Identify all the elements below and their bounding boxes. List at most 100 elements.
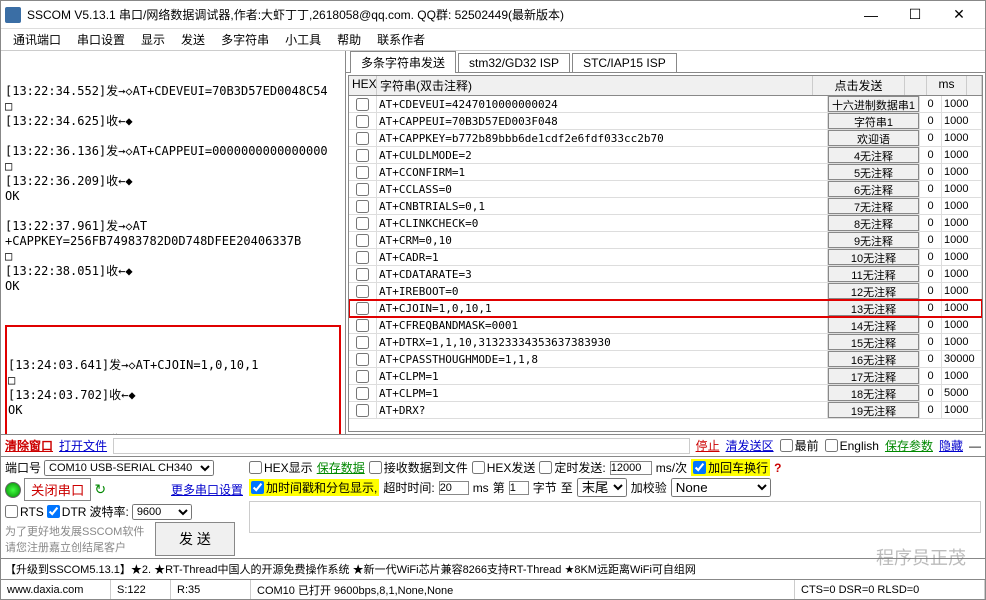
row-hex-checkbox[interactable] — [349, 113, 377, 129]
row-send-button[interactable]: 4无注释 — [828, 147, 919, 163]
row-cmd-input[interactable] — [377, 96, 828, 112]
english-checkbox[interactable]: English — [825, 439, 879, 453]
row-ms-input[interactable] — [942, 113, 982, 129]
save-params-link[interactable]: 保存参数 — [885, 437, 933, 454]
hide-link[interactable]: 隐藏 — [939, 437, 963, 454]
row-send-button[interactable]: 17无注释 — [828, 368, 919, 384]
row-cmd-input[interactable] — [377, 198, 828, 214]
row-cmd-input[interactable] — [377, 113, 828, 129]
row-send-button[interactable]: 11无注释 — [828, 266, 919, 282]
row-ms-input[interactable] — [942, 232, 982, 248]
menu-帮助[interactable]: 帮助 — [329, 29, 369, 50]
row-ms-input[interactable] — [942, 96, 982, 112]
clear-window-link[interactable]: 清除窗口 — [5, 437, 53, 454]
minimize-button[interactable]: — — [849, 2, 893, 28]
send-button[interactable]: 发 送 — [155, 522, 235, 556]
hex-send-checkbox[interactable]: HEX发送 — [472, 459, 536, 476]
row-cmd-input[interactable] — [377, 368, 828, 384]
open-file-link[interactable]: 打开文件 — [59, 437, 107, 454]
row-send-button[interactable]: 欢迎语 — [828, 130, 919, 146]
row-send-button[interactable]: 5无注释 — [828, 164, 919, 180]
menu-显示[interactable]: 显示 — [133, 29, 173, 50]
recv-to-file-checkbox[interactable]: 接收数据到文件 — [369, 459, 468, 476]
row-ms-input[interactable] — [942, 334, 982, 350]
row-hex-checkbox[interactable] — [349, 368, 377, 384]
more-settings-link[interactable]: 更多串口设置 — [171, 481, 243, 498]
row-hex-checkbox[interactable] — [349, 232, 377, 248]
clear-send-link[interactable]: 清发送区 — [726, 437, 774, 454]
close-port-button[interactable]: 关闭串口 — [24, 478, 91, 501]
row-ms-input[interactable] — [942, 317, 982, 333]
row-send-button[interactable]: 7无注释 — [828, 198, 919, 214]
status-site[interactable]: www.daxia.com — [1, 580, 111, 599]
row-cmd-input[interactable] — [377, 147, 828, 163]
row-ms-input[interactable] — [942, 181, 982, 197]
row-send-button[interactable]: 18无注释 — [828, 385, 919, 401]
row-hex-checkbox[interactable] — [349, 385, 377, 401]
row-send-button[interactable]: 16无注释 — [828, 351, 919, 367]
row-ms-input[interactable] — [942, 300, 982, 316]
row-hex-checkbox[interactable] — [349, 96, 377, 112]
tab-2[interactable]: STC/IAP15 ISP — [572, 53, 677, 72]
row-send-button[interactable]: 字符串1 — [828, 113, 919, 129]
row-ms-input[interactable] — [942, 130, 982, 146]
row-send-button[interactable]: 9无注释 — [828, 232, 919, 248]
row-send-button[interactable]: 12无注释 — [828, 283, 919, 299]
timeout-input[interactable] — [439, 481, 469, 495]
row-cmd-input[interactable] — [377, 130, 828, 146]
row-cmd-input[interactable] — [377, 215, 828, 231]
row-cmd-input[interactable] — [377, 385, 828, 401]
row-cmd-input[interactable] — [377, 334, 828, 350]
row-cmd-input[interactable] — [377, 317, 828, 333]
menu-串口设置[interactable]: 串口设置 — [69, 29, 133, 50]
menu-联系作者[interactable]: 联系作者 — [369, 29, 433, 50]
topmost-checkbox[interactable]: 最前 — [780, 437, 819, 454]
row-hex-checkbox[interactable] — [349, 351, 377, 367]
row-hex-checkbox[interactable] — [349, 266, 377, 282]
row-ms-input[interactable] — [942, 215, 982, 231]
row-hex-checkbox[interactable] — [349, 198, 377, 214]
timestamp-checkbox[interactable]: 加时间戳和分包显示, — [249, 479, 379, 496]
row-cmd-input[interactable] — [377, 249, 828, 265]
row-send-button[interactable]: 8无注释 — [828, 215, 919, 231]
row-hex-checkbox[interactable] — [349, 283, 377, 299]
row-send-button[interactable]: 6无注释 — [828, 181, 919, 197]
menu-小工具[interactable]: 小工具 — [277, 29, 329, 50]
refresh-icon[interactable]: ↻ — [94, 481, 106, 498]
row-cmd-input[interactable] — [377, 232, 828, 248]
row-ms-input[interactable] — [942, 147, 982, 163]
row-hex-checkbox[interactable] — [349, 215, 377, 231]
row-send-button[interactable]: 15无注释 — [828, 334, 919, 350]
send-textarea[interactable] — [249, 501, 981, 533]
dtr-checkbox[interactable]: DTR — [47, 505, 87, 519]
timed-send-checkbox[interactable]: 定时发送: — [539, 459, 605, 476]
file-path-input[interactable] — [113, 438, 690, 454]
row-ms-input[interactable] — [942, 198, 982, 214]
row-send-button[interactable]: 十六进制数据串1 — [828, 96, 919, 112]
interval-input[interactable] — [610, 461, 652, 475]
row-cmd-input[interactable] — [377, 283, 828, 299]
row-hex-checkbox[interactable] — [349, 164, 377, 180]
row-hex-checkbox[interactable] — [349, 317, 377, 333]
question-icon[interactable]: ? — [774, 461, 781, 475]
row-cmd-input[interactable] — [377, 300, 828, 316]
stop-link[interactable]: 停止 — [696, 437, 720, 454]
row-send-button[interactable]: 19无注释 — [828, 402, 919, 418]
row-cmd-input[interactable] — [377, 181, 828, 197]
baud-select[interactable]: 9600 — [132, 504, 192, 520]
row-cmd-input[interactable] — [377, 266, 828, 282]
menu-发送[interactable]: 发送 — [173, 29, 213, 50]
maximize-button[interactable]: ☐ — [893, 2, 937, 28]
row-cmd-input[interactable] — [377, 351, 828, 367]
row-ms-input[interactable] — [942, 266, 982, 282]
row-hex-checkbox[interactable] — [349, 402, 377, 418]
close-button[interactable]: ✕ — [937, 2, 981, 28]
row-ms-input[interactable] — [942, 249, 982, 265]
save-data-link[interactable]: 保存数据 — [317, 459, 365, 476]
row-send-button[interactable]: 13无注释 — [828, 300, 919, 316]
row-send-button[interactable]: 10无注释 — [828, 249, 919, 265]
row-ms-input[interactable] — [942, 283, 982, 299]
row-cmd-input[interactable] — [377, 164, 828, 180]
row-hex-checkbox[interactable] — [349, 147, 377, 163]
port-select[interactable]: COM10 USB-SERIAL CH340 — [44, 460, 214, 476]
